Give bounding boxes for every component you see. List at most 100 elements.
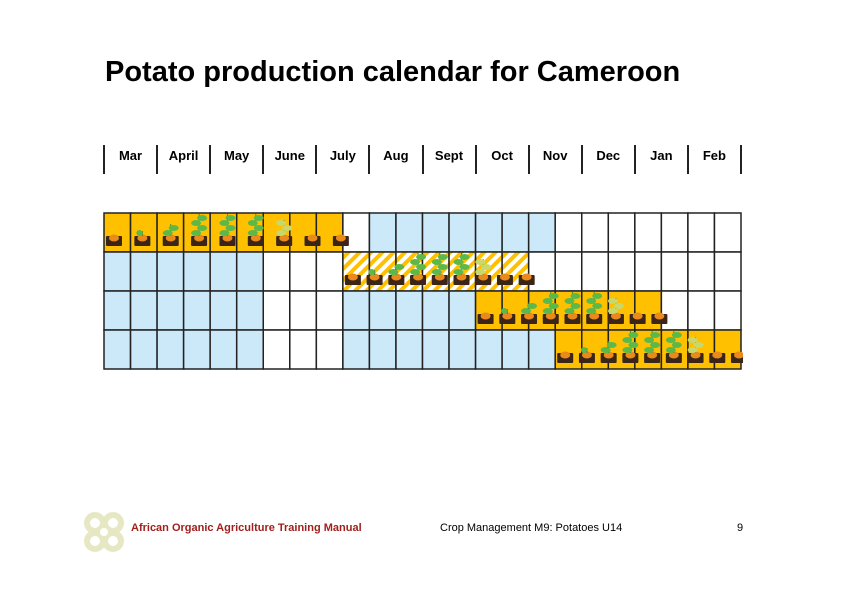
footer-manual-title: African Organic Agriculture Training Man… [131,522,362,534]
off-season-cell [129,329,158,370]
off-season-cell [421,212,450,253]
season-cell [289,212,318,253]
empty-cell [554,212,583,253]
month-divider [209,145,212,174]
potato-full-plant-icon [431,253,448,285]
potato-senescing-plant-icon [276,220,293,246]
off-season-cell [103,329,132,370]
season-cell [129,212,158,253]
off-season-cell [395,290,424,331]
off-season-cell [103,251,132,292]
empty-cell [289,251,318,292]
off-season-cell [527,212,556,253]
potato-full-plant-icon [247,214,264,246]
page-number: 9 [737,522,744,534]
potato-sprout-icon [366,269,383,285]
empty-cell [315,251,344,292]
off-season-cell [129,251,158,292]
off-season-cell [182,329,211,370]
off-season-cell [342,290,371,331]
empty-cell [607,251,636,292]
off-season-cell [474,212,503,253]
potato-young-plant-icon [388,263,405,285]
off-season-cell [448,212,477,253]
potato-full-plant-icon [219,214,236,246]
potato-seed-tuber-icon [106,234,122,246]
month-divider [421,145,424,174]
month-divider [315,145,318,174]
empty-cell [289,290,318,331]
month-divider [580,145,583,174]
empty-cell [634,212,663,253]
month-divider [633,145,636,174]
month-label: April [168,148,199,163]
season-cell [474,290,503,331]
month-label: Aug [383,148,409,163]
potato-seed-tuber-icon [477,312,494,324]
off-season-cell [235,251,264,292]
hatched-season-cell [342,251,371,292]
potato-seed-tuber-icon [557,351,574,363]
month-label: June [274,148,305,163]
potato-full-plant-icon [622,331,639,363]
off-season-cell [129,290,158,331]
month-label: July [329,148,356,163]
month-label: Dec [596,148,621,163]
potato-sprout-icon [499,308,516,324]
potato-harvest-tuber-icon [332,234,349,246]
footer-module: Crop Management M9: Potatoes U14 [440,522,623,534]
potato-harvest-tuber-icon [496,273,513,285]
empty-cell [262,329,291,370]
potato-seed-tuber-icon [344,273,361,285]
empty-cell [527,251,556,292]
potato-harvest-tuber-icon [304,234,321,246]
potato-young-plant-icon [600,341,617,363]
potato-harvest-tuber-icon [651,312,668,324]
empty-cell [687,251,716,292]
month-label: Sept [434,148,464,163]
off-season-cell [368,329,397,370]
off-season-cell [474,329,503,370]
month-divider [368,145,371,174]
off-season-cell [395,212,424,253]
off-season-cell [235,329,264,370]
off-season-cell [182,290,211,331]
month-divider [103,145,105,174]
potato-full-plant-icon [410,253,427,285]
empty-cell [713,290,742,331]
potato-full-plant-icon [564,292,581,324]
off-season-cell [342,329,371,370]
page-title: Potato production calendar for Cameroon [105,56,681,88]
off-season-cell [368,290,397,331]
logo-icon [84,512,124,552]
potato-full-plant-icon [542,292,559,324]
potato-sprout-icon [134,230,151,246]
empty-cell [315,329,344,370]
off-season-cell [182,251,211,292]
off-season-cell [448,329,477,370]
empty-cell [289,329,318,370]
month-divider [686,145,689,174]
off-season-cell [501,329,530,370]
empty-cell [687,290,716,331]
month-divider [474,145,477,174]
potato-harvest-tuber-icon [731,351,743,363]
season-cell [554,329,583,370]
season-cell [634,290,663,331]
empty-cell [713,251,742,292]
potato-full-plant-icon [644,331,661,363]
off-season-cell [368,212,397,253]
month-label: Oct [491,148,513,163]
empty-cell [262,251,291,292]
potato-senescing-plant-icon [687,337,704,363]
potato-full-plant-icon [191,214,208,246]
month-label: May [224,148,250,163]
month-header: Mar April May June July Aug Sept Oct Nov Dec Jan Fe… [103,145,742,174]
season-cell [713,329,742,370]
empty-cell [713,212,742,253]
off-season-cell [156,290,185,331]
month-label: Mar [118,148,143,163]
potato-full-plant-icon [453,253,470,285]
hatched-season-cell [501,251,530,292]
